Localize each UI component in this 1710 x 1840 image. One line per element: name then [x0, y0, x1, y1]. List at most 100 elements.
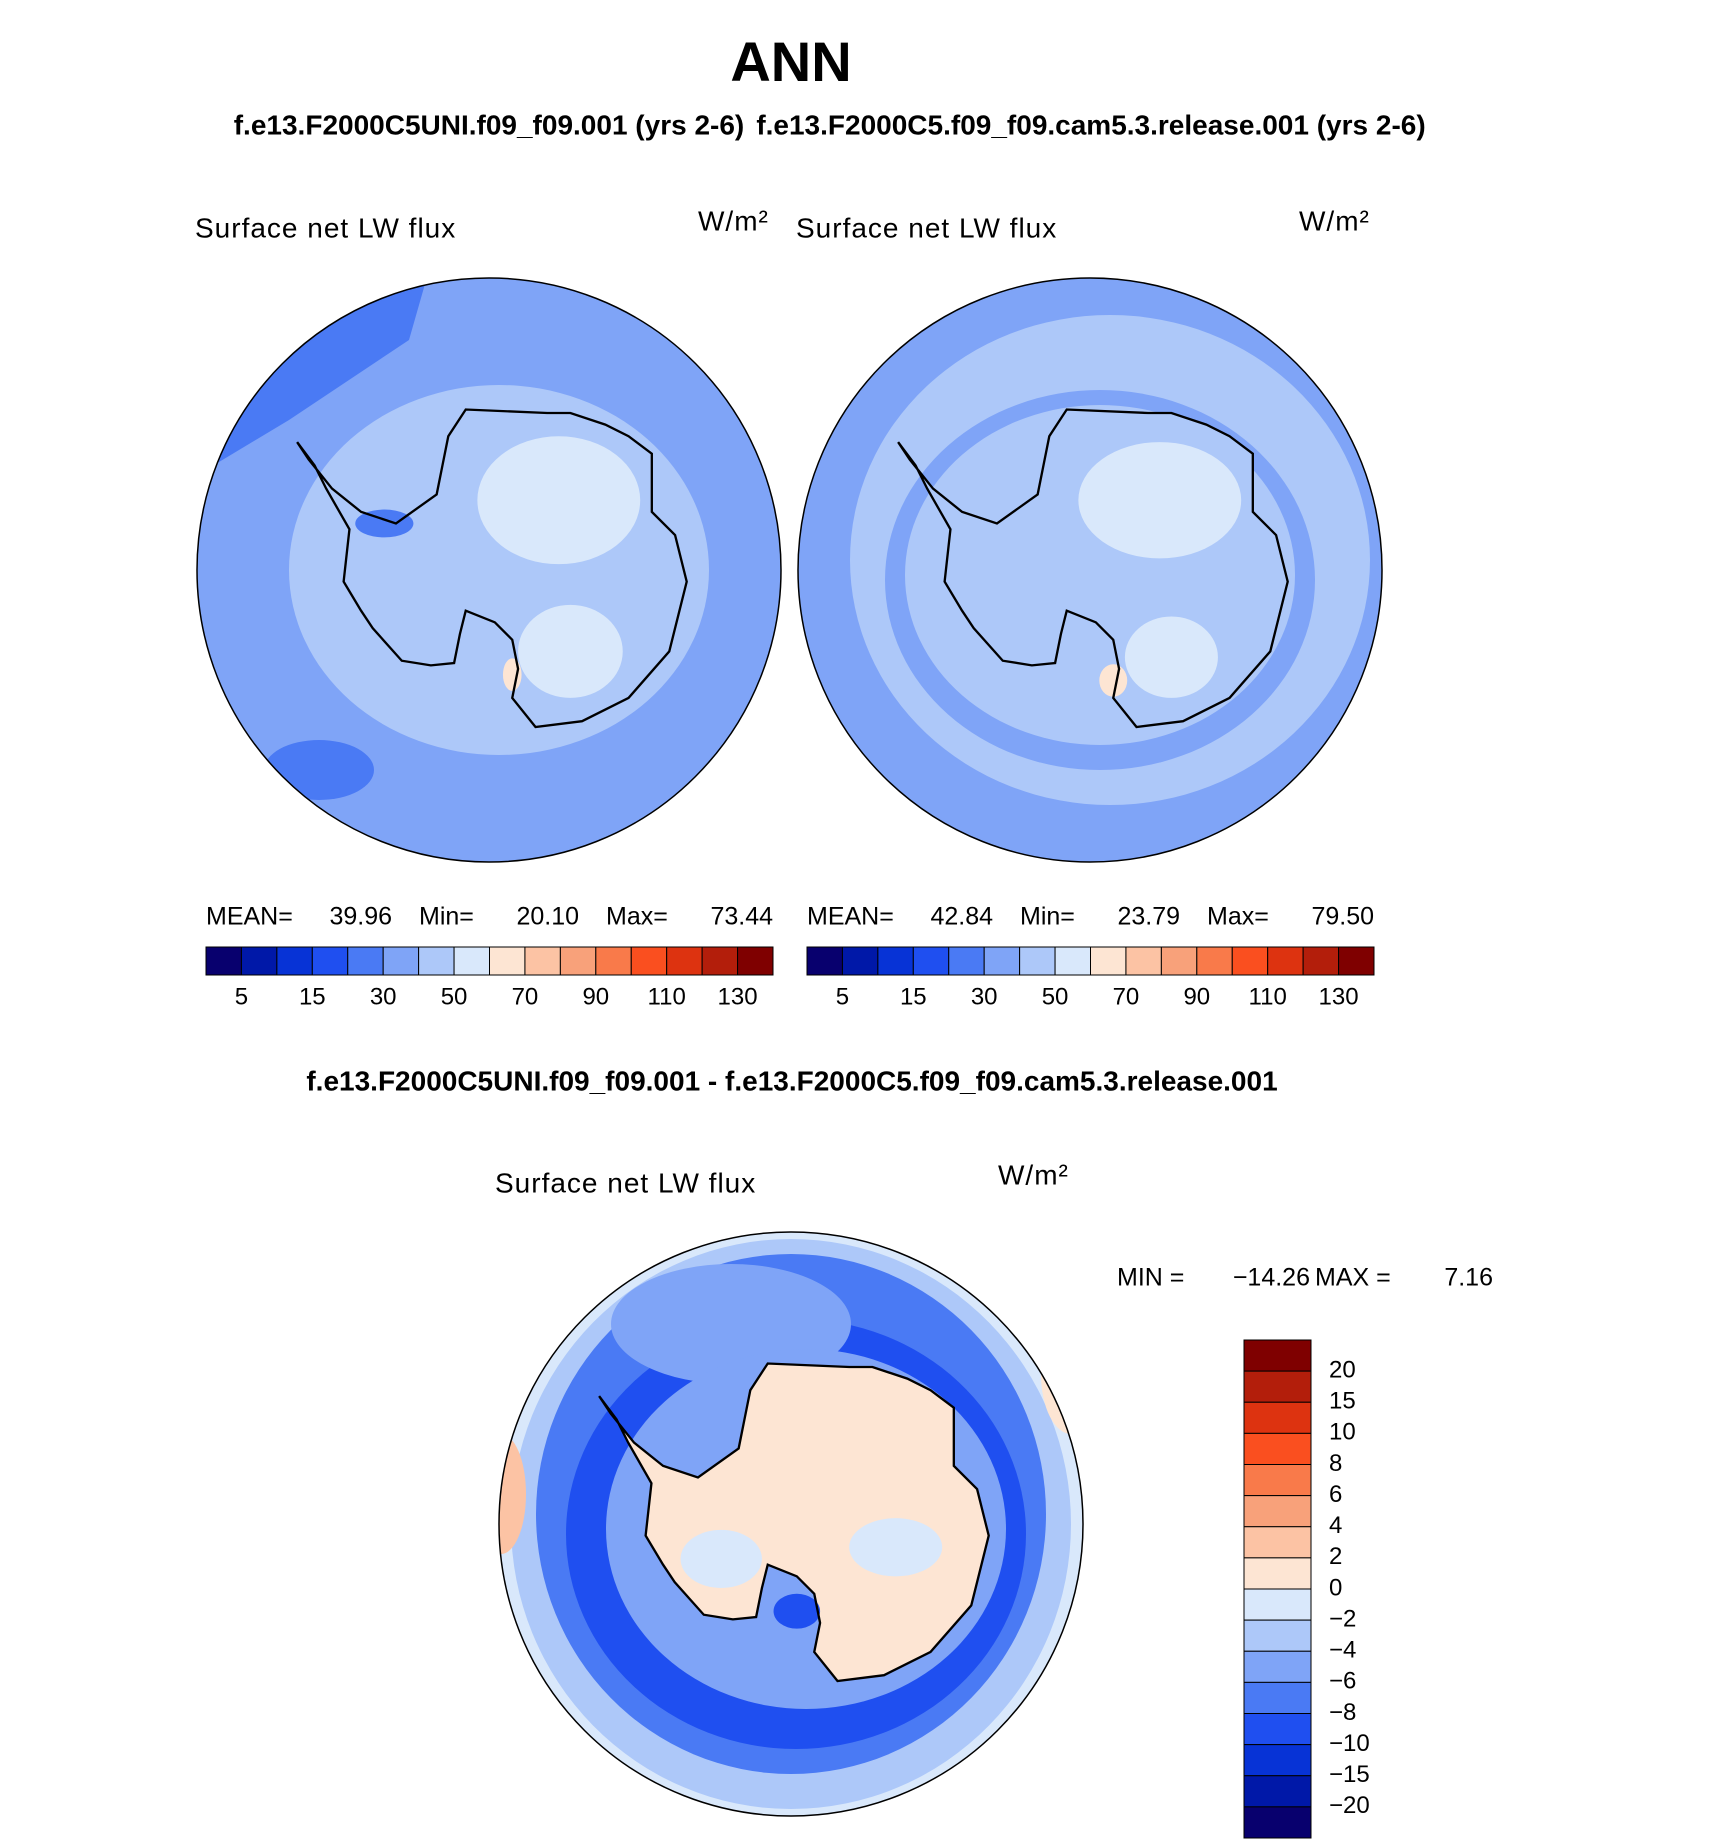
colorbar-label: −15: [1329, 1761, 1370, 1788]
colorbar-label: 90: [582, 983, 609, 1010]
units-label: W/m²: [998, 1159, 1069, 1190]
max-value: 7.16: [1444, 1264, 1493, 1292]
colorbar-label: 70: [512, 983, 539, 1010]
colorbar-swatch: [1243, 1339, 1312, 1372]
min-value: 23.79: [1117, 903, 1180, 931]
colorbar-label: −8: [1329, 1699, 1356, 1726]
colorbar-swatch: [1243, 1650, 1312, 1683]
colorbar-swatch: [240, 946, 278, 976]
colorbar-swatch: [418, 946, 455, 976]
colorbar-label: −6: [1329, 1668, 1356, 1695]
colorbar-label: −20: [1329, 1792, 1370, 1819]
colorbar-label: 8: [1329, 1450, 1342, 1477]
min-label: MIN =: [1117, 1264, 1184, 1292]
colorbar-label: 5: [235, 983, 248, 1010]
colorbar-swatch: [877, 946, 914, 976]
colorbar-swatch: [737, 946, 774, 976]
colorbar-swatch: [841, 946, 879, 976]
colorbar-swatch: [1243, 1806, 1312, 1839]
colorbar-label: 15: [900, 983, 927, 1010]
colorbar-label: −2: [1329, 1605, 1356, 1632]
colorbar-swatch: [1125, 946, 1162, 976]
colorbar-swatch: [453, 946, 490, 976]
colorbar-swatch: [1243, 1775, 1312, 1808]
colorbar-label: 15: [1329, 1388, 1356, 1415]
min-label: Min=: [1020, 903, 1075, 931]
mean-value: 39.96: [329, 903, 392, 931]
colorbar-label: 70: [1113, 983, 1140, 1010]
max-value: 73.44: [710, 903, 773, 931]
colorbar-swatch: [806, 946, 843, 976]
mean-label: MEAN=: [807, 903, 894, 931]
colorbar-label: 20: [1329, 1356, 1356, 1383]
colorbar-label: 110: [648, 983, 686, 1010]
colorbar-swatch: [489, 946, 526, 976]
colorbar-label: 130: [1319, 983, 1359, 1010]
colorbar-swatch: [1231, 946, 1269, 976]
colorbar-label: 2: [1329, 1543, 1342, 1570]
colorbar-swatch: [1243, 1619, 1312, 1652]
colorbar-label: 50: [1042, 983, 1069, 1010]
colorbar-swatch: [1243, 1713, 1312, 1746]
colorbar-label: 130: [718, 983, 758, 1010]
variable-label: Surface net LW flux: [796, 212, 1057, 243]
max-label: MAX =: [1315, 1264, 1391, 1292]
colorbar-swatch: [1243, 1370, 1312, 1403]
colorbar-swatch: [1243, 1401, 1312, 1434]
colorbar-label: 6: [1329, 1481, 1342, 1508]
colorbar-swatch: [382, 946, 420, 976]
colorbar-label: 110: [1249, 983, 1287, 1010]
case-title: f.e13.F2000C5.f09_f09.cam5.3.release.001…: [756, 109, 1425, 140]
colorbar-swatch: [1267, 946, 1304, 976]
colorbar-swatch: [1302, 946, 1340, 976]
max-label: Max=: [606, 903, 668, 931]
colorbar-swatch: [1019, 946, 1056, 976]
colorbar-swatch: [1243, 1588, 1312, 1621]
colorbar-swatch: [205, 946, 242, 976]
colorbar-swatch: [1338, 946, 1375, 976]
colorbar-swatch: [1243, 1526, 1312, 1559]
colorbar-swatch: [1243, 1681, 1312, 1714]
units-label: W/m²: [698, 205, 769, 236]
mean-label: MEAN=: [206, 903, 293, 931]
min-label: Min=: [419, 903, 474, 931]
colorbar-swatch: [912, 946, 950, 976]
colorbar-label: 30: [370, 983, 397, 1010]
colorbar-swatch: [983, 946, 1021, 976]
colorbar-swatch: [1243, 1557, 1312, 1590]
map: [797, 277, 1383, 863]
colorbar-swatch: [1243, 1464, 1312, 1497]
colorbar-swatch: [311, 946, 349, 976]
colorbar-swatch: [276, 946, 313, 976]
colorbar-label: 4: [1329, 1512, 1342, 1539]
colorbar-swatch: [524, 946, 561, 976]
colorbar-label: 10: [1329, 1419, 1356, 1446]
max-value: 79.50: [1311, 903, 1374, 931]
colorbar-swatch: [1243, 1495, 1312, 1528]
colorbar-label: 30: [971, 983, 998, 1010]
colorbar-swatch: [1243, 1432, 1312, 1465]
colorbar-swatch: [1160, 946, 1198, 976]
colorbar-label: 0: [1329, 1574, 1342, 1601]
variable-label: Surface net LW flux: [495, 1167, 756, 1198]
colorbar-swatch: [666, 946, 703, 976]
colorbar-swatch: [1054, 946, 1091, 976]
colorbar-swatch: [1196, 946, 1233, 976]
colorbar-label: 50: [441, 983, 468, 1010]
colorbar-swatch: [347, 946, 384, 976]
colorbar-label: −10: [1329, 1730, 1370, 1757]
mean-value: 42.84: [930, 903, 993, 931]
figure-title: ANN: [730, 30, 851, 93]
colorbar-swatch: [1090, 946, 1127, 976]
colorbar-swatch: [559, 946, 597, 976]
colorbar-swatch: [595, 946, 632, 976]
colorbar-label: 90: [1183, 983, 1210, 1010]
colorbar-swatch: [1243, 1744, 1312, 1777]
min-value: 20.10: [516, 903, 579, 931]
colorbar-label: 5: [836, 983, 849, 1010]
min-value: −14.26: [1233, 1264, 1310, 1292]
case-title: f.e13.F2000C5UNI.f09_f09.001 (yrs 2-6): [234, 109, 745, 140]
map: [196, 277, 782, 863]
colorbar-swatch: [701, 946, 739, 976]
